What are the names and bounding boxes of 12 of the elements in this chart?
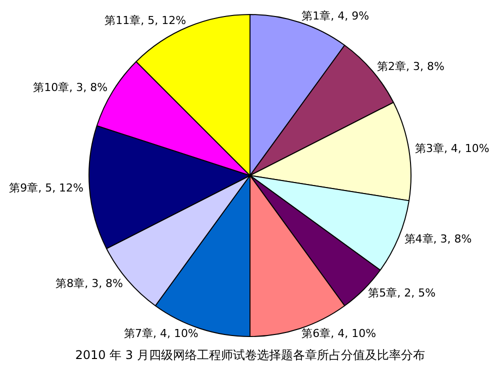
- slice-label: 第4章, 3, 8%: [404, 232, 472, 246]
- slice-label: 第9章, 5, 12%: [9, 181, 84, 194]
- slice-label: 第5章, 2, 5%: [368, 286, 436, 300]
- slice-label: 第7章, 4, 10%: [124, 327, 198, 340]
- slice-label: 第8章, 3, 8%: [56, 276, 124, 290]
- text: 2010 年 3 月四级网络工程师试卷选择题各章所占分值及比率分布: [74, 347, 426, 364]
- slice-label: 第10章, 3, 8%: [33, 81, 108, 94]
- slice-label: 第6章, 4, 10%: [302, 327, 376, 340]
- slice-label: 第3章, 4, 10%: [414, 142, 490, 156]
- slice-label: 第1章, 4, 9%: [302, 10, 370, 23]
- slice-label: 第11章, 5, 12%: [104, 14, 186, 28]
- slice-label: 第2章, 3, 8%: [376, 60, 444, 73]
